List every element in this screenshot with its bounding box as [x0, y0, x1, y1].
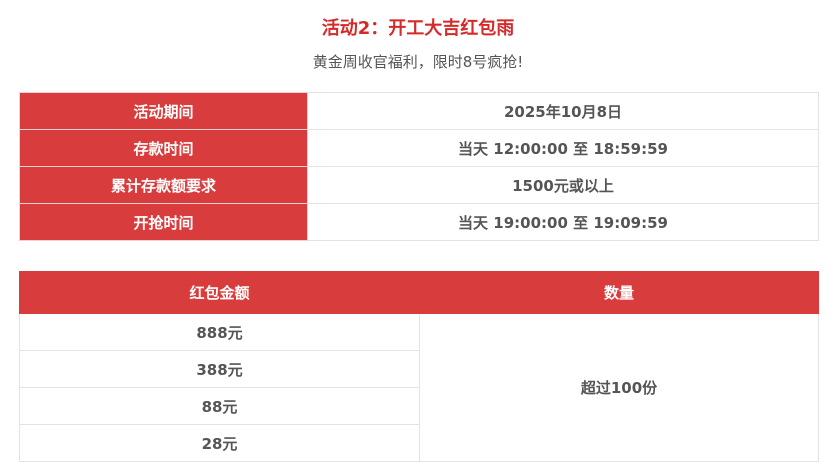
table-row: 388元	[19, 350, 819, 388]
row-value: 当天 19:00:00 至 19:09:59	[307, 203, 819, 241]
table-row: 活动期间 2025年10月8日	[19, 92, 819, 130]
amount-cell: 28元	[19, 424, 420, 462]
header-amount: 红包金额	[19, 271, 420, 314]
page-title: 活动2：开工大吉红包雨	[321, 18, 515, 39]
table-row: 88元	[19, 387, 819, 425]
row-label: 存款时间	[19, 129, 308, 167]
quantity-cell: 超过100份	[419, 313, 819, 462]
table-header-row: 红包金额 数量	[19, 271, 819, 314]
table-row: 888元 超过100份	[19, 313, 819, 462]
amount-cell: 388元	[19, 350, 420, 388]
table-row: 累计存款额要求 1500元或以上	[19, 166, 819, 204]
table-row: 28元	[19, 424, 819, 462]
page-subtitle: 黄金周收官福利，限时8号疯抢!	[312, 53, 524, 71]
table-row: 开抢时间 当天 19:00:00 至 19:09:59	[19, 203, 819, 241]
row-label: 累计存款额要求	[19, 166, 308, 204]
activity-info-table: 活动期间 2025年10月8日 存款时间 当天 12:00:00 至 18:59:5…	[19, 92, 819, 241]
table-row: 存款时间 当天 12:00:00 至 18:59:59	[19, 129, 819, 167]
row-value: 当天 12:00:00 至 18:59:59	[307, 129, 819, 167]
amount-cell: 888元	[19, 313, 420, 351]
prize-table: 红包金额 数量 888元 超过100份 388元 88元 28元	[19, 271, 819, 462]
amount-cell: 88元	[19, 387, 420, 425]
row-label: 活动期间	[19, 92, 308, 130]
row-value: 2025年10月8日	[307, 92, 819, 130]
row-value: 1500元或以上	[307, 166, 819, 204]
row-label: 开抢时间	[19, 203, 308, 241]
header-quantity: 数量	[419, 271, 819, 314]
